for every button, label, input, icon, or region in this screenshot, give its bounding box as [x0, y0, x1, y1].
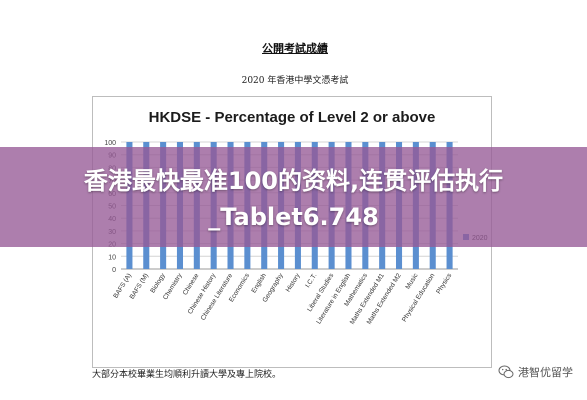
x-tick-label: English: [251, 272, 269, 294]
footer-note: 大部分本校畢業生均順利升讀大學及專上院校。: [92, 370, 282, 380]
document-heading: 公開考試成績: [262, 42, 328, 55]
overlay-banner: [0, 147, 587, 247]
chart-title: HKDSE - Percentage of Level 2 or above: [148, 109, 436, 126]
y-tick-label: 0: [112, 267, 116, 274]
document-subheading: 2020 年香港中學文憑考試: [241, 76, 349, 86]
y-tick-label: 10: [108, 254, 116, 261]
banner-headline: 香港最快最准100的资料,连贯评估执行_Tablet6.748: [83, 167, 504, 231]
x-tick-label: I.C.T.: [304, 272, 318, 289]
x-tick-label: Music: [405, 272, 420, 291]
wechat-icon: [498, 365, 514, 379]
watermark-text: 港智优留学: [518, 366, 573, 379]
y-tick-label: 100: [104, 140, 116, 147]
watermark: 港智优留学: [498, 364, 573, 380]
x-tick-label: History: [285, 272, 302, 294]
x-tick-label: Biology: [149, 272, 167, 295]
x-tick-label: Physical Education: [401, 272, 437, 323]
x-tick-label: Physics: [435, 272, 453, 296]
